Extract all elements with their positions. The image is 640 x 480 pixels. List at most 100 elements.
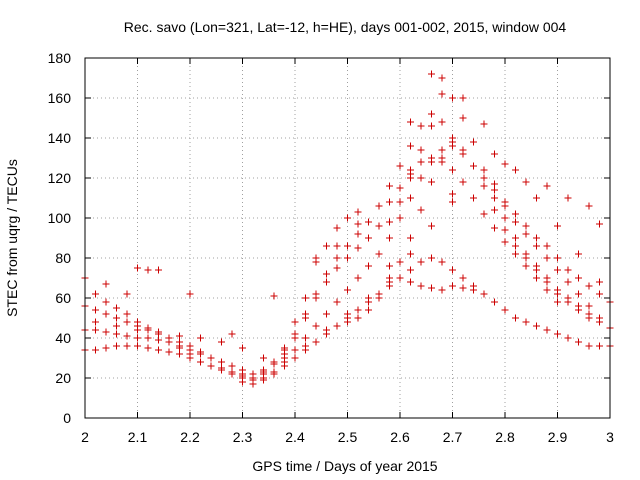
data-point (197, 350, 204, 358)
data-point (302, 294, 309, 302)
data-point (323, 242, 330, 250)
data-point (417, 146, 425, 154)
data-point (270, 358, 278, 366)
data-point (449, 166, 456, 174)
x-tick-label: 2.6 (390, 429, 410, 445)
data-point (564, 278, 572, 286)
y-tick-label: 80 (55, 250, 71, 266)
data-point (554, 254, 561, 262)
data-point (375, 294, 383, 302)
data-point (585, 282, 593, 290)
data-point (449, 190, 456, 198)
data-point (344, 242, 351, 250)
data-point (459, 146, 467, 154)
data-point (344, 286, 351, 294)
data-point (176, 350, 183, 358)
data-point (501, 202, 509, 210)
data-point (291, 346, 299, 354)
data-point (533, 234, 540, 242)
data-point (438, 154, 446, 162)
data-point (134, 334, 141, 342)
data-point (512, 314, 519, 322)
data-point (407, 234, 414, 242)
data-point (543, 242, 551, 250)
data-point (354, 306, 362, 314)
data-point (543, 286, 551, 294)
data-point (470, 194, 477, 202)
data-point (218, 358, 225, 366)
data-point (354, 208, 362, 216)
x-tick-label: 2.3 (233, 429, 253, 445)
data-point (459, 284, 467, 292)
data-point (501, 214, 509, 222)
data-point (428, 110, 435, 118)
data-point (459, 94, 467, 102)
data-point (113, 314, 120, 322)
data-point (102, 280, 110, 288)
data-point (92, 306, 99, 314)
data-point (491, 194, 498, 202)
x-tick-label: 2.1 (128, 429, 148, 445)
data-point (585, 310, 593, 318)
data-point (375, 222, 383, 230)
data-point (165, 338, 173, 346)
data-point (123, 318, 131, 326)
data-point (564, 334, 572, 342)
data-point (176, 342, 183, 350)
data-point (134, 264, 141, 272)
data-point (354, 314, 362, 322)
data-point (249, 370, 257, 378)
data-point (554, 330, 561, 338)
data-point (512, 218, 519, 226)
data-point (396, 258, 404, 266)
data-point (396, 198, 404, 206)
data-point (197, 334, 204, 342)
data-point (92, 290, 99, 298)
data-point (207, 354, 215, 362)
y-tick-label: 160 (48, 90, 72, 106)
data-point (396, 184, 404, 192)
data-point (417, 122, 425, 130)
data-point (554, 286, 561, 294)
data-point (144, 344, 152, 352)
data-point (407, 250, 414, 258)
data-point (564, 266, 572, 274)
data-point (354, 274, 362, 282)
data-point (407, 118, 414, 126)
series-arc-1 (81, 214, 477, 384)
data-point (386, 218, 393, 226)
data-point (155, 336, 162, 344)
data-point (438, 74, 446, 82)
data-point (323, 278, 330, 286)
data-point (102, 344, 110, 352)
series-arc-7 (344, 138, 603, 326)
data-point (176, 332, 183, 340)
data-point (501, 306, 509, 314)
data-point (491, 206, 498, 214)
data-point (365, 234, 372, 242)
data-point (596, 290, 603, 298)
data-point (302, 346, 309, 354)
data-point (449, 94, 456, 102)
data-point (417, 282, 425, 290)
data-point (249, 380, 257, 388)
data-point (218, 364, 225, 372)
data-point (522, 222, 530, 230)
y-tick-label: 60 (55, 290, 71, 306)
data-point (333, 242, 341, 250)
data-point (491, 150, 498, 158)
data-point (333, 322, 341, 330)
data-point (470, 138, 477, 146)
data-point (491, 224, 498, 232)
series-arc-2 (81, 154, 561, 382)
data-point (470, 282, 477, 290)
data-point (270, 292, 278, 300)
data-point (155, 266, 162, 274)
data-point (575, 274, 582, 282)
y-tick-label: 120 (48, 170, 72, 186)
x-tick-label: 2.4 (285, 429, 305, 445)
data-point (512, 166, 519, 174)
data-point (407, 194, 414, 202)
data-point (533, 274, 540, 282)
data-point (428, 254, 435, 262)
